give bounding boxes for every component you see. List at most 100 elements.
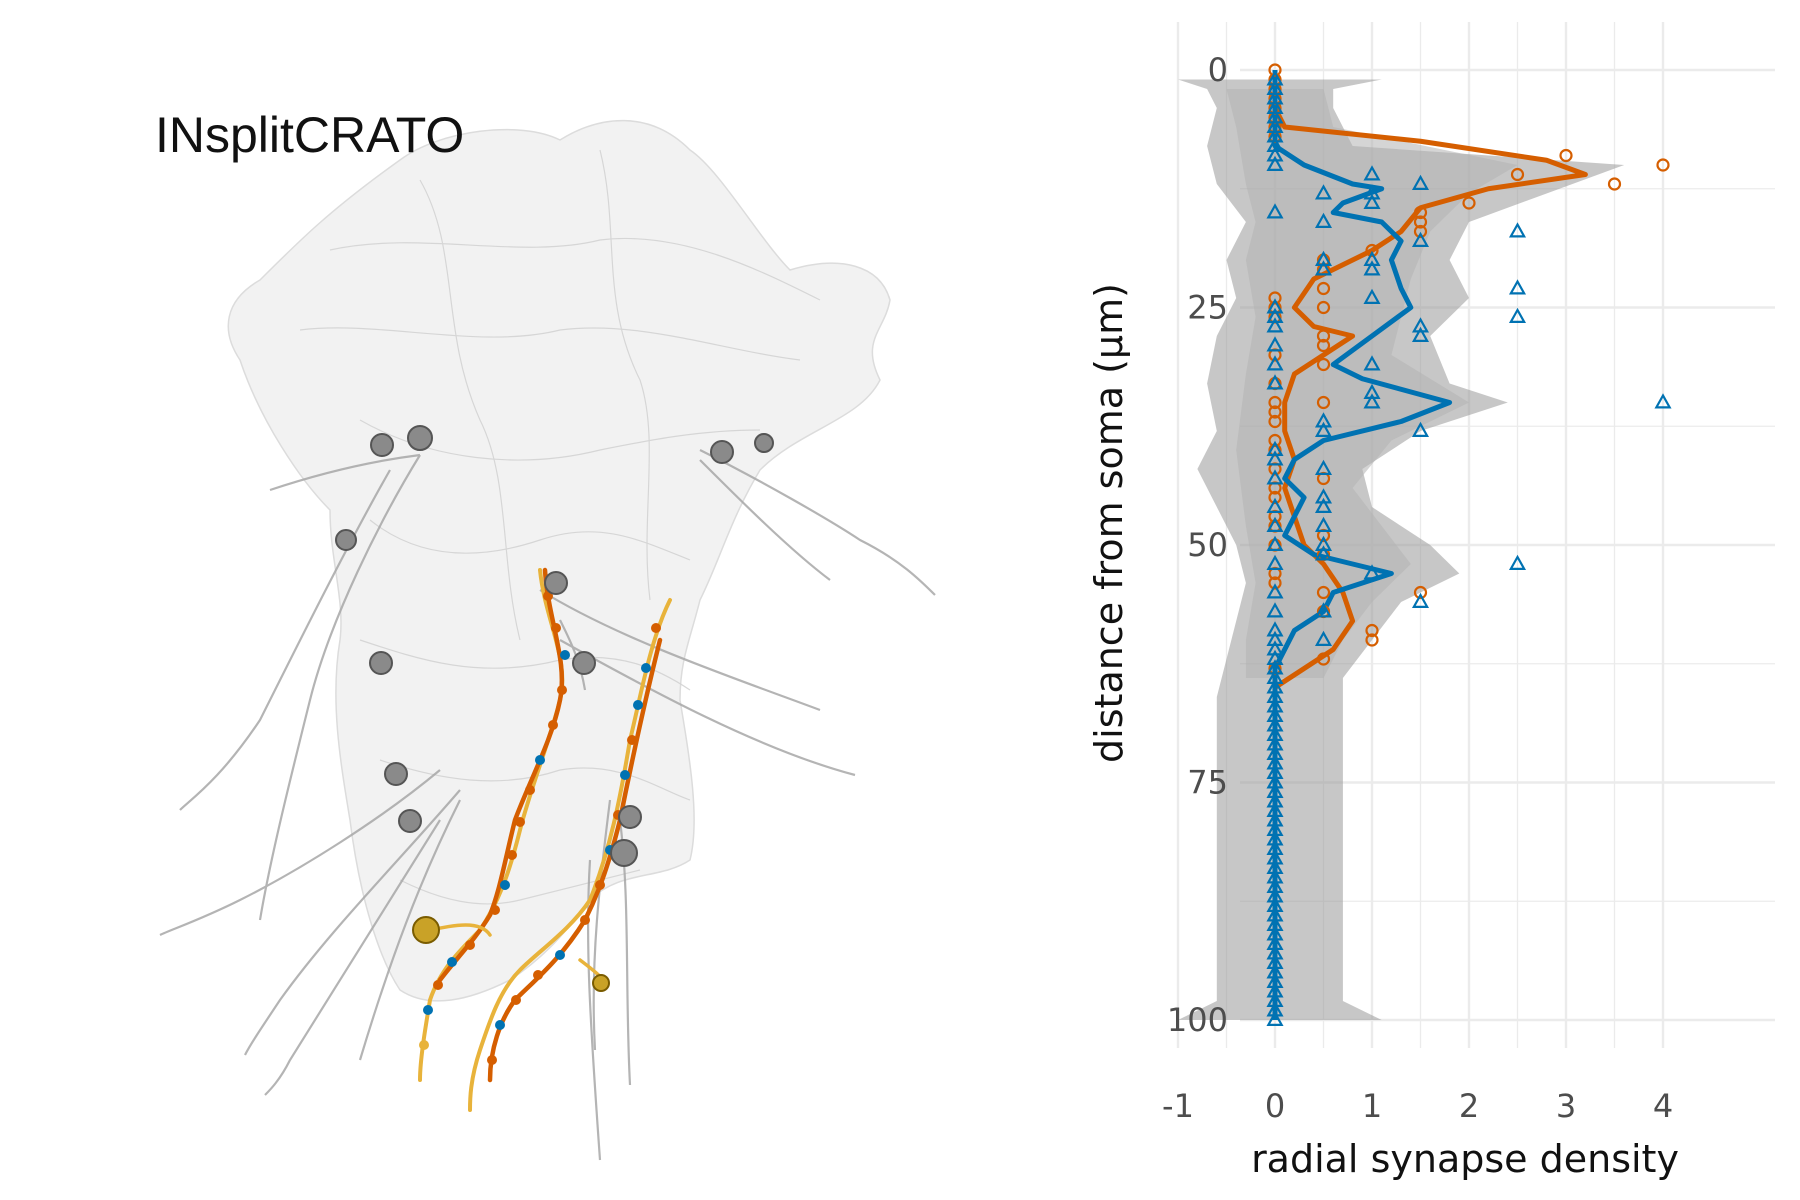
soma-sphere [335,529,357,551]
data-point-triangle [1314,250,1333,266]
data-point-triangle [1266,336,1284,352]
data-point-triangle [1266,127,1284,143]
data-point-circle [1413,205,1428,220]
data-point-triangle [1363,250,1381,266]
data-point-circle [1462,196,1476,210]
data-point-triangle [1266,1001,1284,1017]
data-point-triangle [1363,564,1381,580]
synapse-dot [419,1040,429,1050]
data-point-triangle [1266,849,1284,865]
data-point-triangle [1266,896,1284,913]
data-point-circle [1316,281,1331,296]
data-point-triangle [1266,678,1284,694]
data-point-triangle [1266,640,1284,656]
data-point-triangle [1266,649,1284,666]
synapse-dot [580,915,590,925]
synapse-dot [423,1005,433,1015]
y-tick-label: 50 [1187,526,1228,564]
y-tick-label: 75 [1187,764,1228,802]
y-axis-label: distance from soma (µm) [1087,283,1131,763]
data-point-triangle [1266,108,1284,124]
data-point-triangle [1266,991,1284,1008]
neuron-panel: INsplitCRATO [155,107,936,1161]
synapse-dot [447,957,457,967]
data-point-triangle [1266,858,1284,875]
soma-sphere [754,433,774,453]
data-point-circle [1316,357,1331,372]
data-point-triangle [1314,184,1333,200]
soma-sphere [610,839,638,867]
data-point-circle [1268,63,1282,77]
data-point-triangle [1266,602,1284,618]
data-point-circle [1413,215,1428,229]
data-point-triangle [1314,459,1333,475]
data-point-triangle [1363,355,1381,371]
synapse-dot [433,980,443,990]
data-point-triangle [1411,317,1430,333]
data-point-triangle [1266,716,1284,732]
data-point-triangle [1314,421,1333,437]
data-point-triangle [1266,554,1284,571]
data-point-triangle [1266,877,1284,894]
data-point-triangle [1266,887,1284,903]
data-point-circle [1413,585,1428,600]
data-point-triangle [1266,535,1284,552]
data-point-triangle [1266,963,1284,979]
data-point-triangle [1266,839,1284,856]
data-point-triangle [1266,801,1284,818]
data-point-triangle [1266,773,1284,789]
x-tick-label: -1 [1162,1087,1194,1125]
data-point-triangle [1266,811,1284,827]
data-point-triangle [1363,260,1381,276]
neuropil-mesh [227,119,891,1002]
x-tick-label: 4 [1653,1087,1673,1125]
data-point-circle [1365,243,1379,258]
data-point-triangle [1314,412,1333,428]
y-tick-labels: 0 25 50 75 100 [1167,51,1228,1039]
data-point-circle [1316,652,1331,666]
confidence-bands [1178,79,1625,1020]
data-point-triangle [1266,725,1284,742]
data-point-triangle [1654,393,1672,409]
data-point-triangle [1314,488,1333,504]
data-point-triangle [1266,298,1284,314]
data-point-circle [1268,405,1282,419]
synapse-dot [465,940,475,950]
data-point-triangle [1314,260,1333,276]
data-point-triangle [1411,421,1430,437]
data-point-circle [1607,177,1622,191]
x-tick-labels: -1 0 1 2 3 4 [1162,1087,1673,1125]
synapse-dot [533,970,543,980]
data-point-triangle [1314,212,1333,228]
x-tick-label: 3 [1556,1087,1576,1125]
data-point-triangle [1266,450,1284,466]
synapse-dot [560,650,570,660]
data-point-triangle [1411,592,1430,609]
data-point-triangle [1266,687,1284,704]
data-point-triangle [1314,602,1333,618]
data-point-triangle [1314,497,1333,513]
soma-sphere [384,762,408,786]
data-point-triangle [1363,193,1381,209]
data-point-circle [1268,395,1282,410]
data-point-triangle [1314,630,1333,647]
data-point-triangle [1266,820,1284,837]
x-tick-label: 2 [1459,1087,1479,1125]
synapse-dot [490,905,500,915]
synapse-dot [557,685,567,695]
data-point-triangle [1266,915,1284,932]
synapse-dot [595,880,605,890]
data-point-triangle [1266,735,1284,751]
data-point-triangle [1266,830,1284,846]
data-point-circle [1559,148,1573,163]
data-point-triangle [1266,440,1284,456]
soma-sphere-gold [592,974,610,992]
y-tick-label: 25 [1187,289,1228,327]
series-line [1272,70,1588,1020]
soma-sphere [370,433,394,457]
data-point-triangle [1266,355,1284,371]
soma-sphere [544,571,568,595]
data-point-triangle [1266,659,1284,675]
data-point-triangle [1508,307,1527,323]
